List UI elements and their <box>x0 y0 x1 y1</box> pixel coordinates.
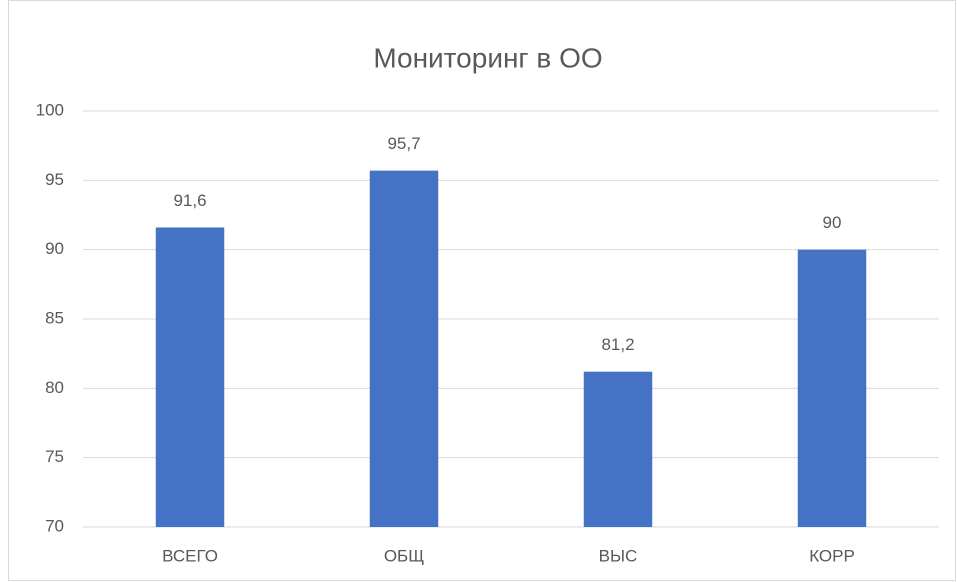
y-tick-label: 100 <box>36 100 64 119</box>
bar <box>583 371 653 527</box>
chart-title: Мониторинг в ОО <box>373 42 602 73</box>
y-tick-label: 70 <box>45 516 64 535</box>
data-label: 81,2 <box>601 335 634 354</box>
data-label: 91,6 <box>173 191 206 210</box>
y-tick-label: 85 <box>45 308 64 327</box>
data-label: 95,7 <box>387 134 420 153</box>
x-tick-label: ВСЕГО <box>162 546 218 565</box>
y-tick-label: 75 <box>45 447 64 466</box>
bar <box>797 249 867 527</box>
data-label: 90 <box>823 213 842 232</box>
y-tick-label: 80 <box>45 378 64 397</box>
x-tick-label: ВЫС <box>599 546 638 565</box>
x-tick-label: КОРР <box>809 546 855 565</box>
y-tick-label: 95 <box>45 170 64 189</box>
bar <box>155 227 225 528</box>
y-tick-label: 90 <box>45 239 64 258</box>
bar <box>369 170 439 528</box>
x-tick-label: ОБЩ <box>384 546 424 565</box>
